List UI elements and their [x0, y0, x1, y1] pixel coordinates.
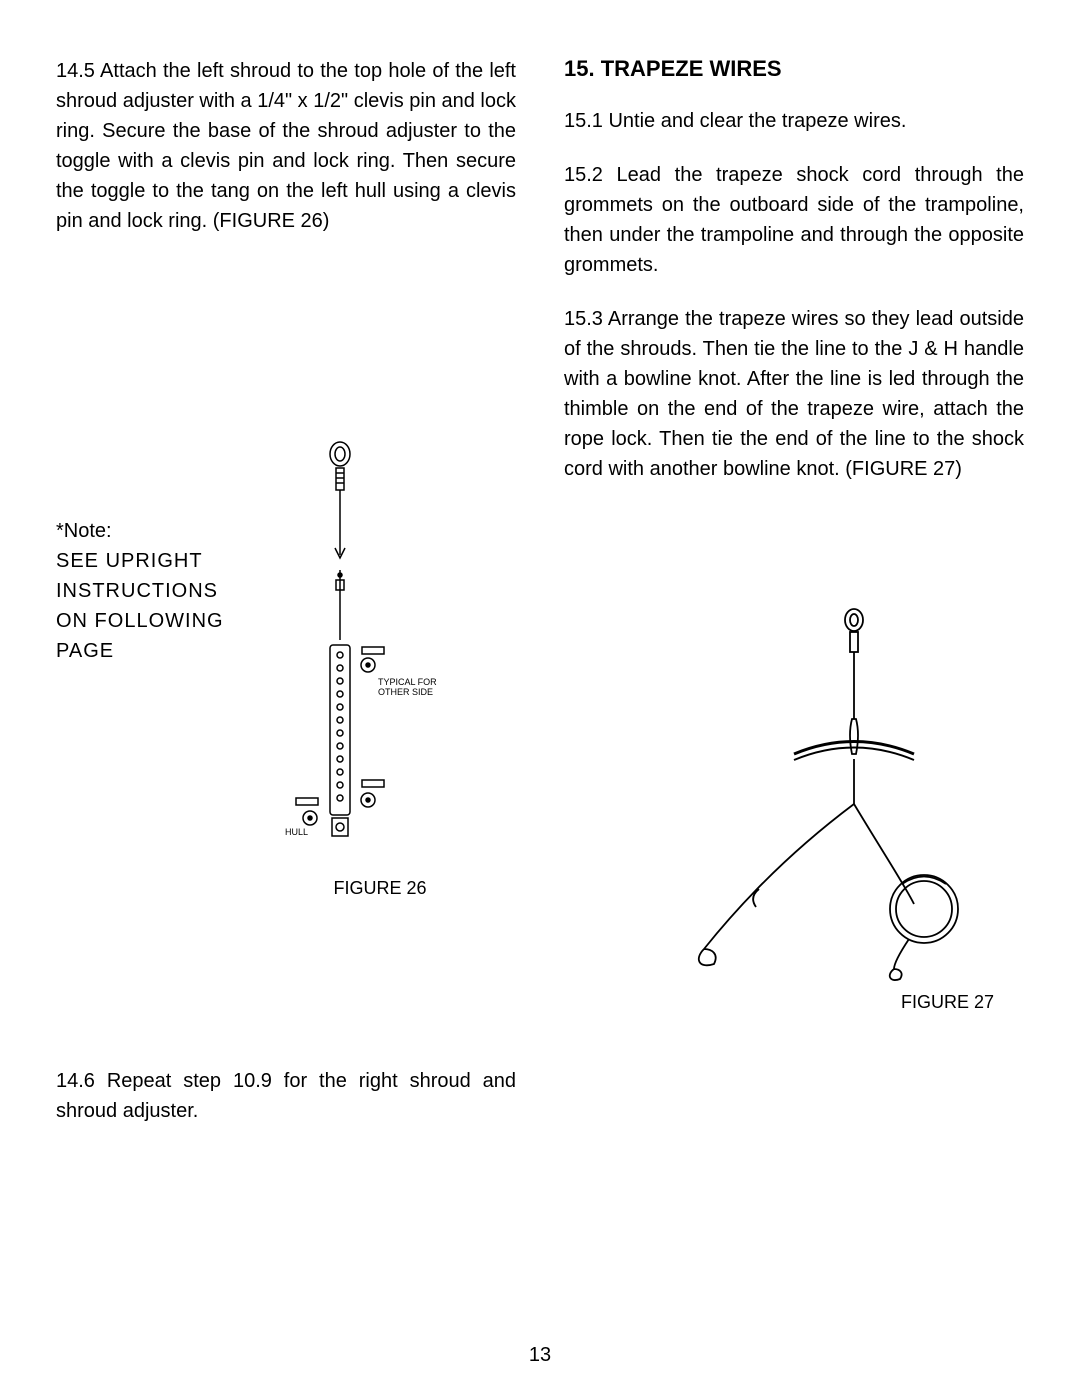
right-column: 15. TRAPEZE WIRES 15.1 Untie and clear t… — [564, 56, 1024, 1150]
fig26-typical-label-1: TYPICAL FOR — [378, 677, 437, 687]
page-number: 13 — [0, 1344, 1080, 1367]
upright-note: *Note: SEE UPRIGHT INSTRUCTIONS ON FOLLO… — [56, 516, 256, 666]
note-label: *Note: — [56, 516, 256, 546]
para-14-6: 14.6 Repeat step 10.9 for the right shro… — [56, 1066, 516, 1126]
page-content: 14.5 Attach the left shroud to the top h… — [0, 0, 1080, 1180]
heading-15: 15. TRAPEZE WIRES — [564, 56, 1024, 82]
para-15-2: 15.2 Lead the trapeze shock cord through… — [564, 160, 1024, 280]
left-column: 14.5 Attach the left shroud to the top h… — [56, 56, 516, 1150]
figure-26-svg: HULL TYPICAL FOR OTHER SIDE — [280, 440, 440, 870]
fig26-typical-label-2: OTHER SIDE — [378, 687, 433, 697]
figure-27-svg — [604, 604, 984, 984]
note-text: SEE UPRIGHT INSTRUCTIONS ON FOLLOWING PA… — [56, 546, 256, 666]
para-15-3: 15.3 Arrange the trapeze wires so they l… — [564, 304, 1024, 484]
figure-26-wrap: HULL TYPICAL FOR OTHER SIDE FIGURE 26 — [280, 440, 480, 899]
para-15-1: 15.1 Untie and clear the trapeze wires. — [564, 106, 1024, 136]
fig26-hull-label: HULL — [285, 827, 308, 837]
figure-26-caption: FIGURE 26 — [280, 878, 480, 899]
figure-27-wrap: FIGURE 27 — [604, 604, 1024, 1013]
figure-27-caption: FIGURE 27 — [604, 992, 1024, 1013]
para-14-5: 14.5 Attach the left shroud to the top h… — [56, 56, 516, 236]
